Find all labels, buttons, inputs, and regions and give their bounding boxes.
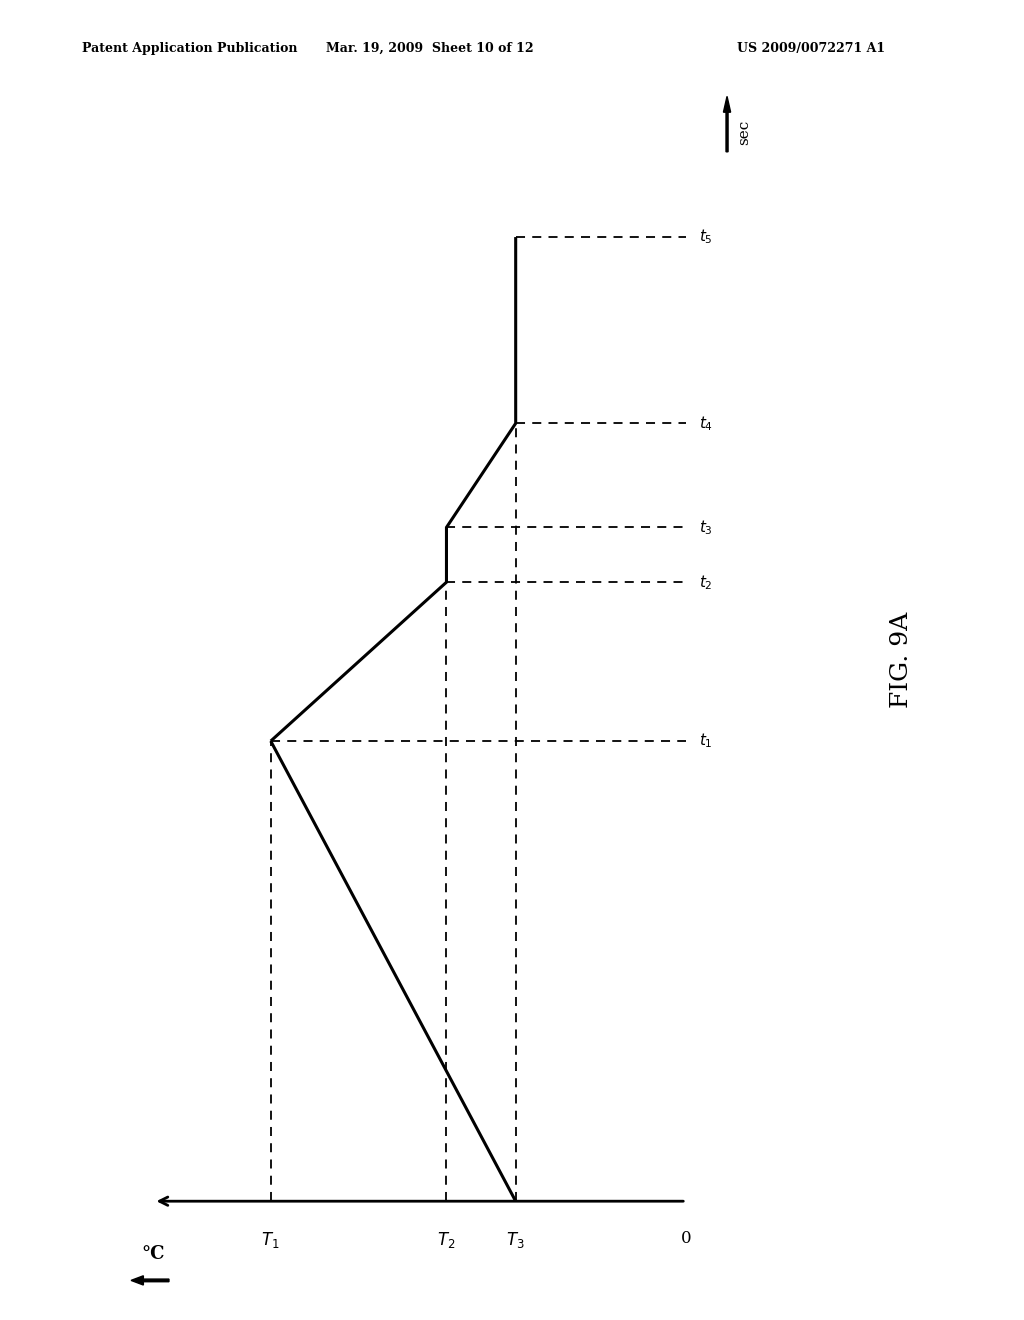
Text: $t_1$: $t_1$ xyxy=(699,731,713,750)
Text: US 2009/0072271 A1: US 2009/0072271 A1 xyxy=(737,42,886,55)
Text: $t_2$: $t_2$ xyxy=(699,573,713,591)
Text: sec: sec xyxy=(737,119,752,145)
Text: °C: °C xyxy=(142,1245,165,1263)
Text: Mar. 19, 2009  Sheet 10 of 12: Mar. 19, 2009 Sheet 10 of 12 xyxy=(327,42,534,55)
Text: $T_2$: $T_2$ xyxy=(437,1230,456,1250)
Text: 0: 0 xyxy=(681,1230,691,1247)
Text: FIG. 9A: FIG. 9A xyxy=(890,612,912,708)
Text: $t_5$: $t_5$ xyxy=(699,228,713,247)
Text: Patent Application Publication: Patent Application Publication xyxy=(82,42,297,55)
Text: $T_3$: $T_3$ xyxy=(506,1230,525,1250)
Text: $t_3$: $t_3$ xyxy=(699,517,714,537)
Text: $T_1$: $T_1$ xyxy=(261,1230,280,1250)
Text: $t_4$: $t_4$ xyxy=(699,414,714,433)
